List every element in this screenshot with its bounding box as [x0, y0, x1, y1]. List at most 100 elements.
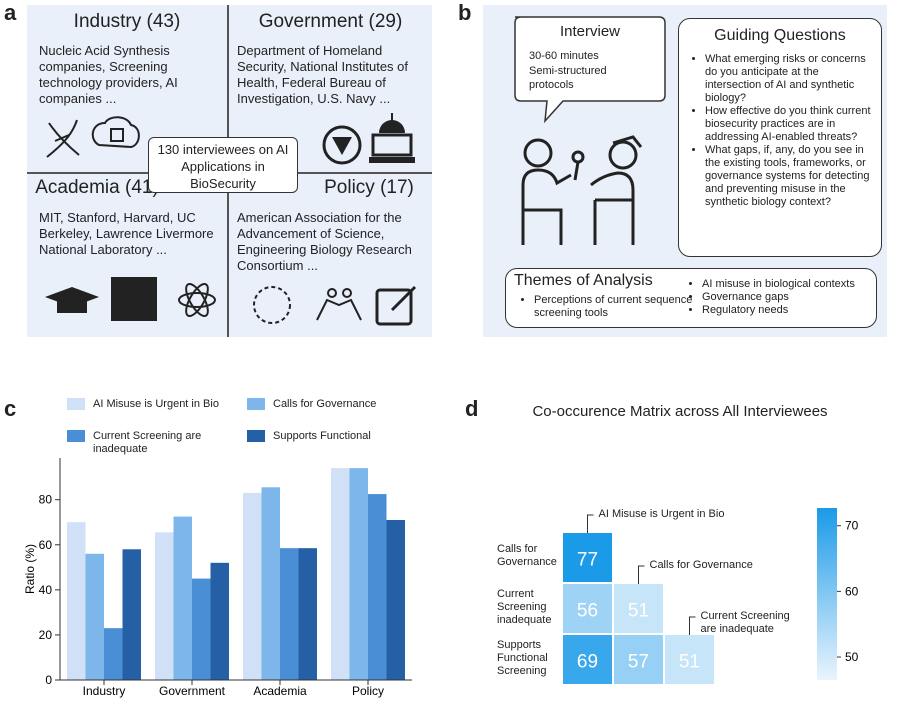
- bar: [173, 516, 192, 680]
- legend-label: Current Screening are inadequate: [93, 430, 202, 455]
- colorbar-tick-label: 50: [845, 650, 859, 664]
- quadrant-title: Policy (17): [324, 177, 414, 198]
- bar: [67, 522, 86, 680]
- atom-icon: [178, 283, 216, 317]
- cell-label: 51: [628, 601, 649, 622]
- theme: Perceptions of current sequence screenin…: [534, 294, 704, 320]
- heatmap-title: Co-occurence Matrix across All Interview…: [532, 403, 828, 420]
- interview-line: Semi-structured protocols: [529, 65, 607, 91]
- heatmap-cell: [563, 533, 612, 582]
- bar: [85, 553, 104, 680]
- globe-icon: [253, 286, 291, 324]
- bar: [104, 628, 123, 680]
- bar: [280, 548, 299, 680]
- x-tick-label: Academia: [253, 684, 307, 698]
- interview-line: 30-60 minutes: [529, 50, 599, 62]
- panel-b: Interview 30-60 minutes Semi-structured …: [483, 5, 887, 337]
- interview-title: Interview: [559, 23, 621, 40]
- row-label: Supports Functional Screening: [497, 639, 548, 677]
- theme: Governance gaps: [702, 291, 892, 304]
- themes-box: Themes of Analysis Perceptions of curren…: [505, 268, 877, 328]
- themes-title: Themes of Analysis: [514, 272, 653, 289]
- quadrant-title: Industry (43): [73, 11, 181, 32]
- column-label: Current Screening are inadequate: [700, 610, 790, 635]
- speech-bubble: [514, 16, 666, 124]
- question: What emerging risks or concerns do you a…: [705, 53, 873, 105]
- legend-swatch: [67, 430, 85, 442]
- legend-swatch: [247, 430, 265, 442]
- legend-swatch: [67, 398, 85, 410]
- bar: [192, 578, 211, 680]
- legend-swatch: [247, 398, 265, 410]
- capitol-icon: [369, 113, 415, 163]
- row-label: Calls for Governance: [497, 543, 557, 568]
- center-box: 130 interviewees on AI Applications in B…: [148, 137, 298, 193]
- heatmap-cell: [614, 584, 663, 633]
- panel-label: d: [465, 396, 479, 421]
- column-label-leader: [638, 565, 645, 584]
- y-axis-label: Ratio (%): [23, 544, 37, 594]
- y-tick-label: 80: [39, 493, 53, 507]
- quadrant-title: Academia (41): [35, 177, 159, 198]
- bar: [368, 494, 387, 680]
- cell-label: 57: [628, 652, 649, 673]
- legend-label: Calls for Governance: [273, 398, 377, 410]
- y-tick-label: 20: [39, 628, 53, 642]
- heatmap-cell: [614, 635, 663, 684]
- quadrant-text: American Association for the Advancement…: [237, 210, 412, 273]
- brain-icon: [91, 116, 140, 149]
- cell-label: 77: [577, 550, 598, 571]
- panel-label: a: [4, 0, 17, 25]
- panel-a: Industry (43) Nucleic Acid Synthesis com…: [27, 5, 432, 337]
- x-tick-label: Policy: [352, 684, 384, 698]
- edit-icon: [375, 285, 417, 326]
- quadrant-title: Government (29): [258, 11, 403, 32]
- quadrant-text: Department of Homeland Security, Nationa…: [237, 43, 409, 106]
- bar: [331, 468, 350, 680]
- y-tick-label: 0: [45, 673, 52, 687]
- people-icon: [514, 16, 666, 245]
- colorbar: [817, 508, 837, 680]
- heatmap-cell: [563, 635, 612, 684]
- bar: [122, 549, 141, 680]
- heatmap-cell: [563, 584, 612, 633]
- column-label: Calls for Governance: [649, 559, 753, 571]
- column-label-leader: [689, 616, 696, 635]
- hands-icon: [316, 288, 362, 321]
- colorbar-tick-label: 60: [845, 584, 859, 598]
- dna-icon: [46, 119, 80, 158]
- quadrant-text: Nucleic Acid Synthesis companies, Screen…: [39, 43, 178, 106]
- panel-label: b: [458, 0, 472, 25]
- legend-label: Supports Functional: [273, 430, 371, 442]
- cell-label: 56: [577, 601, 598, 622]
- bar: [298, 548, 317, 680]
- column-label: AI Misuse is Urgent in Bio: [598, 508, 725, 520]
- question: How effective do you think current biose…: [705, 105, 873, 144]
- icons: [45, 113, 417, 326]
- heatmap-cell: [665, 635, 714, 684]
- bar: [349, 468, 368, 680]
- row-label: Current Screening inadequate: [497, 588, 552, 626]
- bar: [243, 492, 262, 680]
- interview-people: [521, 135, 643, 245]
- x-tick-label: Industry: [83, 684, 126, 698]
- questions-title: Guiding Questions: [714, 27, 846, 44]
- theme: Regulatory needs: [702, 304, 892, 317]
- y-tick-label: 60: [39, 538, 53, 552]
- cell-label: 51: [679, 652, 700, 673]
- bar: [261, 487, 280, 680]
- seal-icon: [322, 125, 362, 165]
- quadrant-text: MIT, Stanford, Harvard, UC Berkeley, Law…: [39, 210, 214, 257]
- bar: [386, 519, 405, 680]
- theme: AI misuse in biological contexts: [702, 278, 892, 291]
- legend-label: AI Misuse is Urgent in Bio: [93, 398, 219, 410]
- bar: [155, 532, 174, 680]
- questions-box: Guiding Questions What emerging risks or…: [678, 18, 882, 257]
- colorbar-tick-label: 70: [845, 519, 859, 533]
- question: What gaps, if, any, do you see in the ex…: [705, 144, 873, 209]
- grad-cap-icon: [45, 287, 99, 313]
- column-label-leader: [587, 514, 594, 533]
- cell-label: 69: [577, 652, 598, 673]
